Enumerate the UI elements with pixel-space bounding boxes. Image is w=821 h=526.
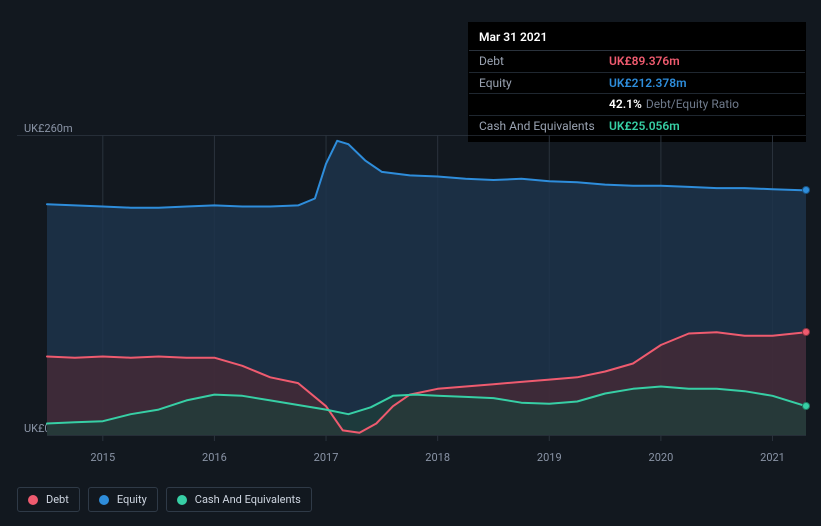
legend-item-cash[interactable]: Cash And Equivalents [166, 487, 312, 512]
chart-legend: Debt Equity Cash And Equivalents [17, 487, 312, 512]
tooltip-label: Cash And Equivalents [479, 118, 609, 135]
tooltip-row-debt: Debt UK£89.376m [469, 50, 805, 72]
legend-item-equity[interactable]: Equity [88, 487, 158, 512]
chart-svg [17, 135, 806, 475]
tooltip-row-equity: Equity UK£212.378m [469, 72, 805, 94]
chart-container: Mar 31 2021 Debt UK£89.376m Equity UK£21… [0, 0, 821, 526]
legend-label: Equity [117, 493, 147, 506]
tooltip-label: Debt [479, 53, 609, 70]
tooltip-value: 42.1% [609, 96, 642, 113]
area-chart[interactable]: 2015201620172018201920202021 [17, 135, 806, 435]
tooltip-value: UK£89.376m [609, 53, 680, 70]
tooltip-row-cash: Cash And Equivalents UK£25.056m [469, 115, 805, 137]
legend-dot-icon [28, 495, 38, 505]
legend-item-debt[interactable]: Debt [17, 487, 80, 512]
tooltip-extra: Debt/Equity Ratio [646, 96, 739, 113]
y-axis-max-label: UK£260m [24, 122, 73, 135]
chart-tooltip: Mar 31 2021 Debt UK£89.376m Equity UK£21… [468, 22, 806, 142]
tooltip-date: Mar 31 2021 [469, 27, 805, 50]
legend-dot-icon [177, 495, 187, 505]
legend-label: Debt [46, 493, 69, 506]
legend-dot-icon [99, 495, 109, 505]
tooltip-value: UK£212.378m [609, 75, 687, 92]
series-end-dot [802, 328, 810, 336]
tooltip-row-ratio: 42.1% Debt/Equity Ratio [469, 93, 805, 115]
tooltip-label: Equity [479, 75, 609, 92]
series-end-dot [802, 402, 810, 410]
legend-label: Cash And Equivalents [195, 493, 301, 506]
tooltip-value: UK£25.056m [609, 118, 680, 135]
tooltip-label [479, 96, 609, 113]
series-end-dot [802, 186, 810, 194]
